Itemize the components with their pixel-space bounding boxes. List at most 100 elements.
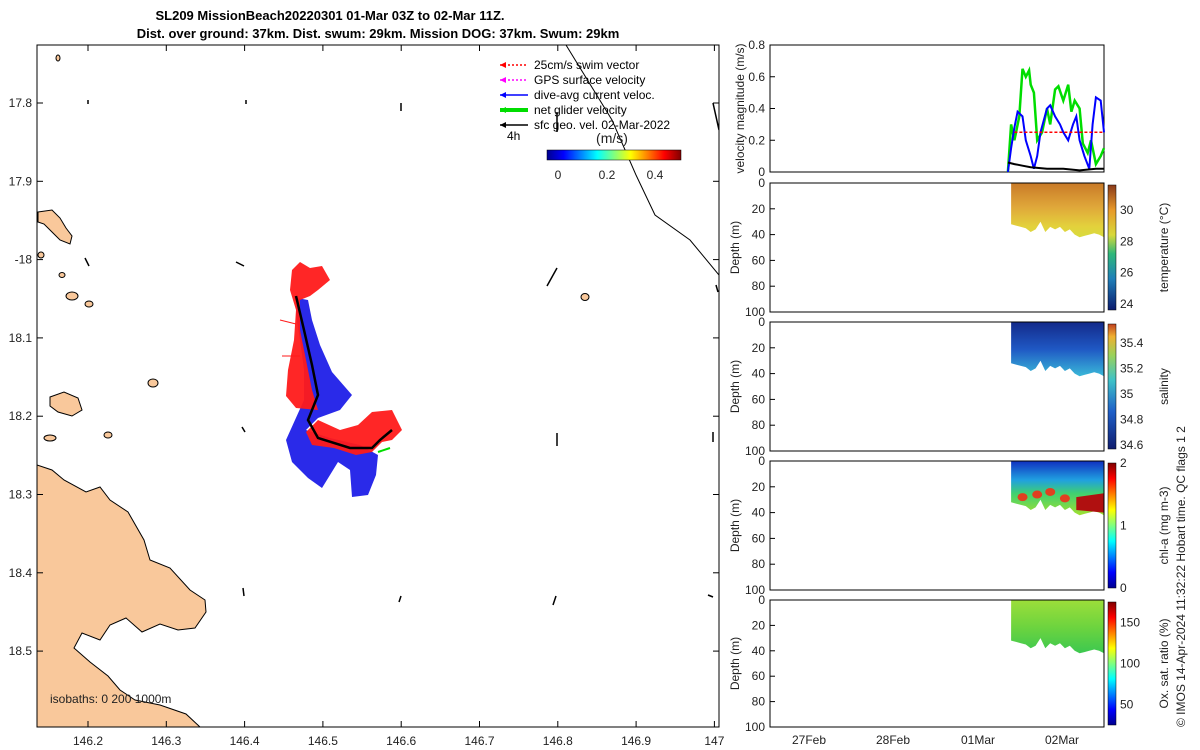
colorbar-tick-label: 35.4 (1120, 336, 1144, 350)
map-panel: 146.2 146.3 146.4 146.5 146.6 146.7 146.8 146.9… (9, 44, 725, 748)
depth-tick-label: 100 (745, 583, 765, 597)
colorbar-tick-label: 100 (1120, 657, 1140, 671)
colorbar-tick-label: 26 (1120, 266, 1134, 280)
colorbar-label: temperature (°C) (1157, 203, 1171, 293)
legend-label: 25cm/s swim vector (534, 58, 639, 72)
velocity-axes (769, 44, 1105, 173)
island-small-7 (55, 54, 61, 62)
geo-arrow (552, 595, 557, 606)
colorbar-tick-label: 150 (1120, 616, 1140, 630)
swim-vector-swath (286, 262, 402, 455)
chl-patch (1059, 494, 1070, 503)
colorbar-tick-label: 24 (1120, 297, 1134, 311)
chl-patch (1045, 487, 1056, 496)
profile-axes-frame (769, 599, 1105, 728)
map-y-tick-label: 17.9 (9, 174, 33, 188)
geo-arrow (242, 587, 245, 597)
legend-label: sfc geo. vel. 02-Mar-2022 (534, 118, 670, 132)
depth-ylabel: Depth (m) (728, 221, 742, 274)
geo-arrow (707, 594, 714, 598)
geo-arrow (84, 257, 90, 267)
legend-entry: GPS surface velocity (500, 73, 645, 87)
depth-ylabel: Depth (m) (728, 637, 742, 690)
depth-tick-label: 80 (752, 279, 766, 293)
profile-panel: 0 20 40 60 80 100 Depth (m) 50 100 150 Ox. sat. ra… (728, 593, 1171, 734)
colorbar-gradient (546, 149, 682, 161)
depth-ylabel: Depth (m) (728, 499, 742, 552)
profile-section (1011, 600, 1104, 654)
geo-arrow (235, 261, 245, 267)
isobath-line (565, 45, 719, 276)
map-content (37, 45, 719, 727)
legend-arrowhead (500, 77, 506, 83)
title-line1: SL209 MissionBeach20220301 01-Mar 03Z to… (155, 8, 504, 23)
velocity-y-tick-label: 0.6 (748, 70, 765, 84)
depth-tick-label: 0 (758, 176, 765, 190)
map-x-tick-label: 146.7 (464, 734, 494, 748)
isobaths-label: isobaths: 0 200 1000m (50, 692, 171, 706)
legend-entry: dive-avg current veloc. (500, 88, 655, 102)
depth-tick-label: 80 (752, 695, 766, 709)
profile-colorbar (1107, 462, 1117, 589)
map-y-tick-label: 18.2 (9, 409, 33, 423)
map-frame (36, 44, 720, 728)
colorbar-tick-label: 50 (1120, 698, 1134, 712)
depth-tick-label: 60 (752, 392, 766, 406)
island-small-2 (84, 300, 94, 308)
net-glider-track (294, 295, 393, 450)
profile-panel: 0 20 40 60 80 100 Depth (m) 34.6 34.8 35 35.2 35.4 s… (728, 315, 1171, 458)
depth-tick-label: 20 (752, 480, 766, 494)
colorbar-tick-label: 0 (1120, 581, 1127, 595)
map-y-tick-label: -18 (15, 253, 33, 267)
chl-max-patch (1076, 493, 1104, 513)
depth-tick-label: 100 (745, 720, 765, 734)
colorbar-label: salinity (1157, 368, 1171, 405)
legend-arrowhead (500, 62, 506, 68)
date-tick-label: 28Feb (876, 733, 910, 747)
profile-panel: 0 20 40 60 80 100 Depth (m) 0 1 2 chl-a (mg m-3) (728, 454, 1171, 597)
map-y-tick-label: 18.1 (9, 331, 33, 345)
colorbar-label: (m/s) (596, 130, 628, 146)
depth-tick-label: 40 (752, 644, 766, 658)
colorbar-tick-label: 2 (1120, 456, 1127, 470)
depth-tick-label: 60 (752, 669, 766, 683)
profile-colorbar (1107, 323, 1117, 450)
date-tick-label: 02Mar (1045, 733, 1079, 747)
velocity-ylabel: velocity magnitude (m/s) (733, 43, 747, 173)
map-y-tick-label: 17.8 (9, 96, 33, 110)
geo-arrow (546, 267, 558, 287)
map-y-tick-label: 18.5 (9, 644, 33, 658)
legend-entry: 25cm/s swim vector (500, 58, 639, 72)
colorbar-label: chl-a (mg m-3) (1157, 486, 1171, 564)
legend-label: dive-avg current veloc. (534, 88, 655, 102)
legend-entry: net glider velocity (500, 103, 627, 117)
map-x-tick-label: 146.8 (543, 734, 573, 748)
velocity-y-tick-label: 0 (758, 165, 765, 179)
profile-panel: 0 20 40 60 80 100 Depth (m) 24 26 28 30 temperature… (728, 176, 1171, 319)
depth-tick-label: 40 (752, 228, 766, 242)
depth-tick-label: 0 (758, 315, 765, 329)
title-line2: Dist. over ground: 37km. Dist. swum: 29k… (137, 26, 620, 41)
map-x-tick-label: 146.4 (230, 734, 260, 748)
geo-arrow (715, 284, 719, 293)
velocity-series-line (1006, 66, 1106, 173)
depth-tick-label: 20 (752, 341, 766, 355)
depth-tick-label: 0 (758, 593, 765, 607)
island-mid (49, 391, 83, 417)
depth-tick-label: 20 (752, 618, 766, 632)
island-small-1 (65, 291, 79, 301)
legend-arrowhead (500, 92, 506, 98)
velocity-series-line (1007, 161, 1104, 172)
depth-tick-label: 40 (752, 367, 766, 381)
depth-ylabel: Depth (m) (728, 360, 742, 413)
legend-arrowhead (500, 107, 506, 113)
time-label: 4h (507, 129, 520, 143)
depth-tick-label: 100 (745, 444, 765, 458)
profile-axes-frame (769, 182, 1105, 313)
depth-tick-label: 0 (758, 454, 765, 468)
island-small-9 (103, 431, 113, 439)
profile-colorbar (1107, 601, 1117, 726)
